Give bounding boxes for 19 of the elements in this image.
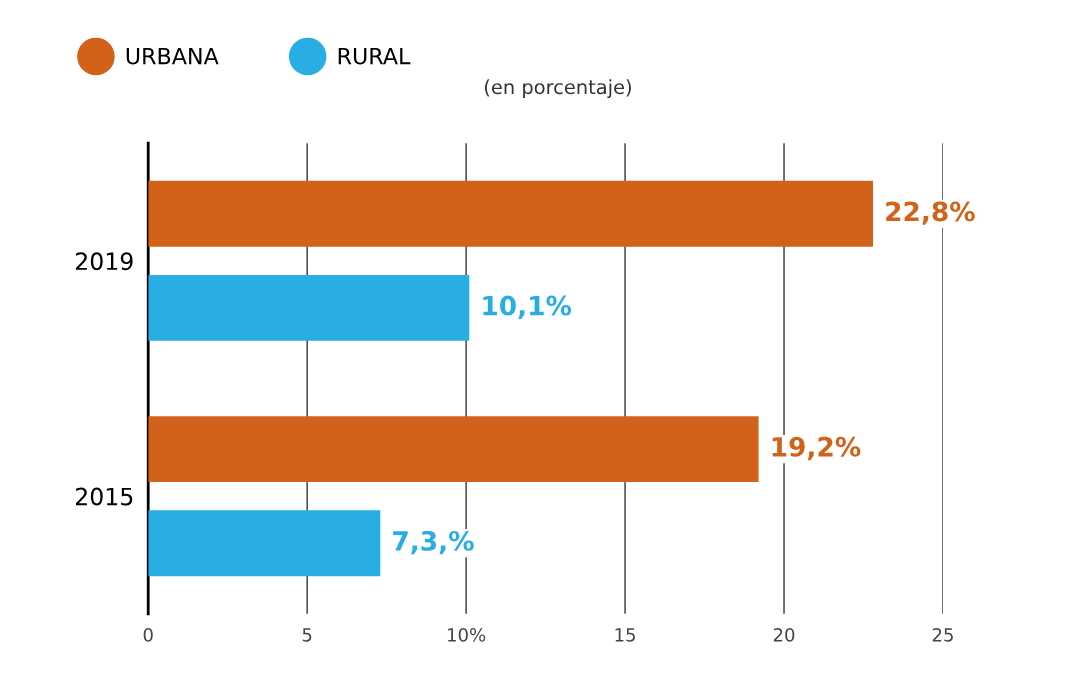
data-label: 10,1% [483, 295, 572, 319]
bar [148, 274, 470, 341]
x-tick-label: 5 [302, 628, 312, 642]
data-label: 7,3,% [393, 530, 474, 555]
bar [148, 180, 874, 247]
x-tick-label: 25 [932, 628, 953, 642]
data-label: 22,8% [886, 201, 975, 225]
bar [148, 416, 759, 483]
x-tick-label: 20 [773, 628, 795, 642]
text: (en porcentaje) [484, 79, 631, 99]
x-tick-label: 15 [615, 628, 635, 642]
x-tick-label: 0 [143, 628, 153, 642]
x-tick-label: 10% [448, 628, 486, 642]
y-tick-label: 2019 [75, 252, 133, 271]
bar [148, 510, 381, 577]
y-tick-label: 2015 [75, 487, 133, 506]
data-label: 19,2% [772, 436, 861, 461]
legend-label: URBANA [126, 47, 219, 65]
legend-label: RURAL [338, 47, 411, 65]
